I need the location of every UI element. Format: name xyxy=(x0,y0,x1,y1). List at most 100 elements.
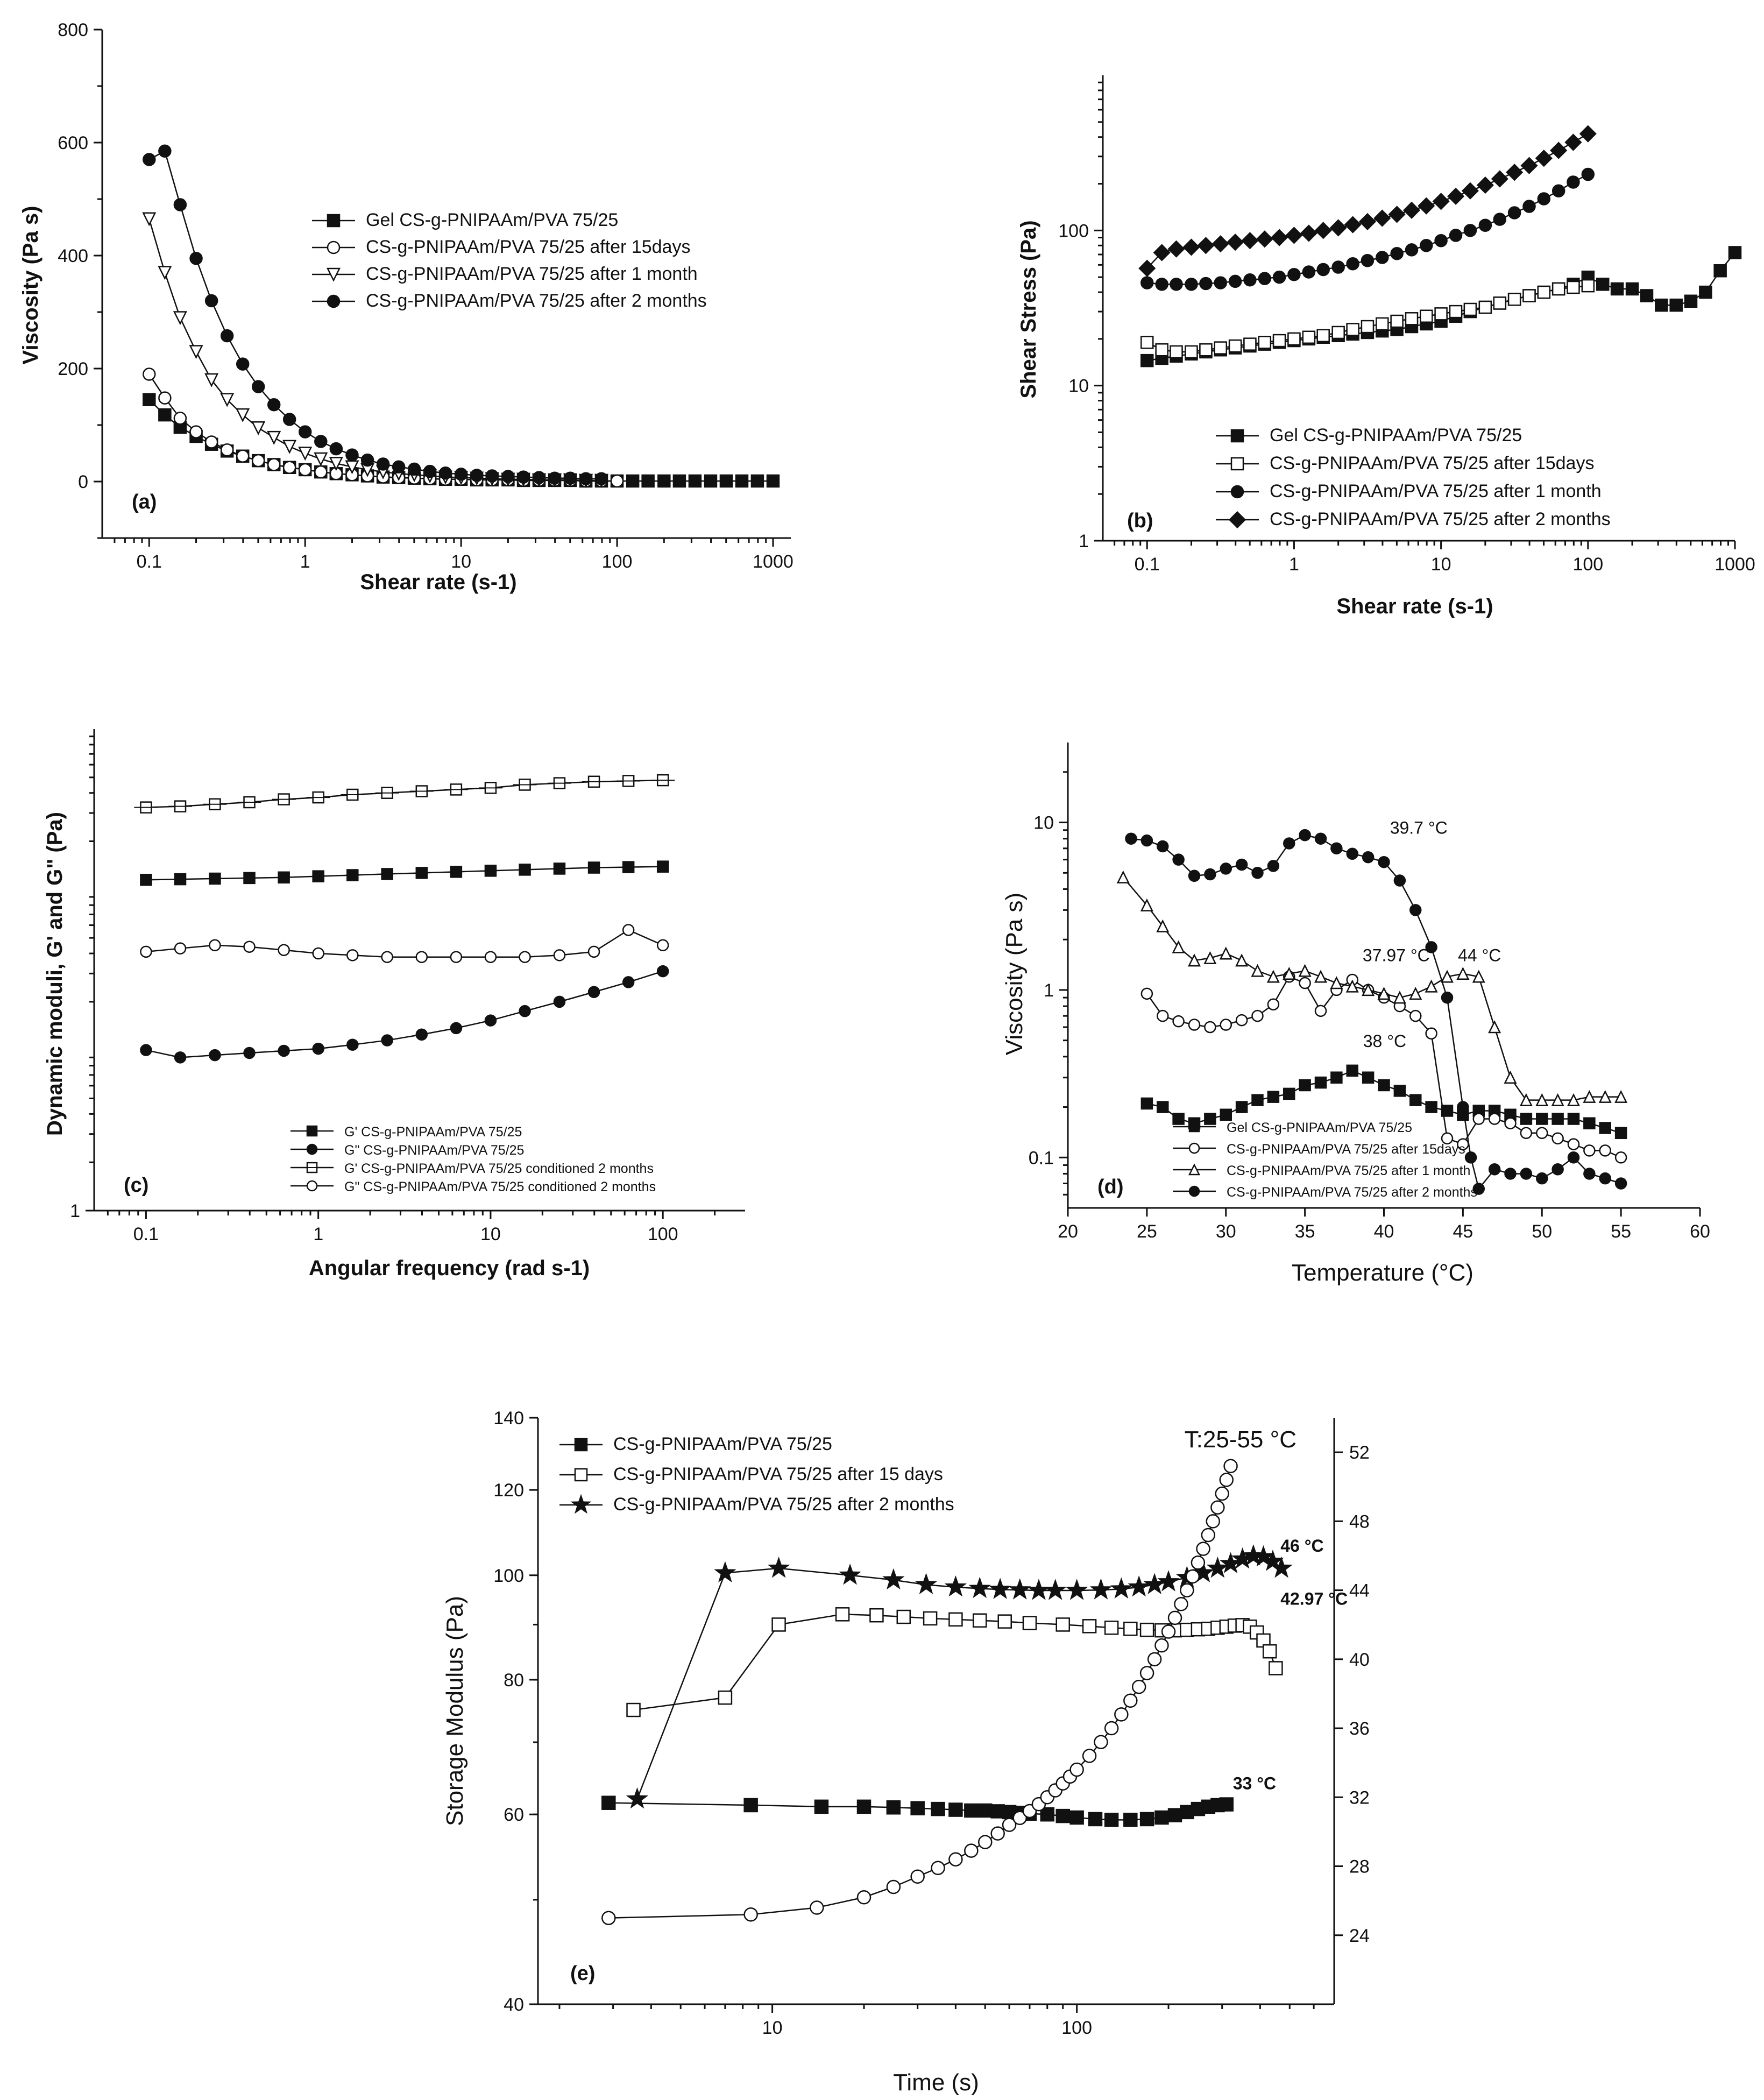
y2-tick-label: 32 xyxy=(1349,1787,1370,1808)
data-point xyxy=(1302,265,1316,279)
data-point xyxy=(587,986,600,999)
data-point xyxy=(381,868,393,880)
data-point xyxy=(601,1911,616,1925)
chart-b: 0.1 1 10 100 1000 1 10 100 Shear rate (s-1) Shear… xyxy=(1017,75,1755,618)
x-tick-label: 10 xyxy=(762,2018,783,2038)
x-tick-label: 35 xyxy=(1295,1221,1315,1242)
data-point xyxy=(1625,282,1639,296)
data-point xyxy=(1204,868,1216,881)
legend-marker xyxy=(326,267,341,282)
series-line xyxy=(146,779,663,808)
data-point xyxy=(1314,832,1327,845)
x-tick-label: 1 xyxy=(300,551,310,572)
data-point xyxy=(1537,192,1551,206)
data-point xyxy=(1104,1620,1119,1635)
data-point xyxy=(1258,336,1272,349)
y2-tick-label: 40 xyxy=(1349,1650,1370,1670)
data-point xyxy=(1167,1808,1182,1822)
data-point xyxy=(1564,133,1582,151)
legend-marker xyxy=(306,1143,318,1155)
data-point xyxy=(1172,1015,1185,1028)
chart-e: 10 100 40 60 80 100 120 140 24 28 32 36 40 44 48 52 Time… xyxy=(442,1408,1370,2096)
data-point xyxy=(1599,1122,1611,1134)
x-tick-label: 45 xyxy=(1453,1221,1473,1242)
data-point xyxy=(450,866,463,878)
x-tick-label: 60 xyxy=(1690,1221,1710,1242)
legend-label: G" CS-g-PNIPAAm/PVA 75/25 conditioned 2 … xyxy=(344,1179,656,1194)
data-point xyxy=(1362,1071,1375,1084)
data-point xyxy=(1299,829,1311,842)
data-point xyxy=(1377,987,1391,1000)
data-point xyxy=(314,435,328,448)
x-tick-label: 10 xyxy=(1431,554,1451,575)
data-point xyxy=(314,452,328,466)
data-point xyxy=(1201,1528,1216,1543)
data-point xyxy=(1140,898,1153,911)
data-point xyxy=(236,449,250,463)
data-point xyxy=(977,1835,993,1849)
data-point xyxy=(1405,312,1419,326)
data-point xyxy=(1298,964,1312,977)
series-line xyxy=(1146,285,1588,353)
y-tick-label: 100 xyxy=(1058,221,1089,241)
data-point xyxy=(1441,991,1454,1004)
data-point xyxy=(1235,858,1248,871)
data-point xyxy=(204,435,218,449)
data-point xyxy=(1520,1113,1533,1125)
data-point xyxy=(1174,1596,1188,1611)
data-point xyxy=(1344,216,1362,234)
data-point xyxy=(282,413,296,426)
data-point xyxy=(835,1607,850,1622)
data-point xyxy=(1287,332,1301,346)
data-point xyxy=(610,474,624,488)
y2-tick-label: 44 xyxy=(1349,1581,1370,1601)
data-point xyxy=(1551,1093,1564,1106)
data-point xyxy=(1272,334,1286,348)
data-point xyxy=(298,425,312,439)
x-tick-label: 50 xyxy=(1532,1221,1552,1242)
data-point xyxy=(312,1042,324,1055)
data-point xyxy=(1330,842,1343,855)
legend-marker xyxy=(574,1438,588,1452)
data-point xyxy=(622,861,635,873)
x-tick-label: 55 xyxy=(1611,1221,1631,1242)
series-4 xyxy=(1125,829,1627,1195)
data-point xyxy=(626,474,640,488)
legend-label: CS-g-PNIPAAm/PVA 75/25 after 2 months xyxy=(1270,509,1611,529)
data-point xyxy=(1089,1578,1113,1600)
legend-label: G' CS-g-PNIPAAm/PVA 75/25 conditioned 2 … xyxy=(344,1161,654,1176)
data-point xyxy=(1270,1556,1293,1578)
data-point xyxy=(1227,234,1244,251)
data-point xyxy=(1242,1544,1265,1566)
data-point xyxy=(1219,1552,1242,1573)
data-point xyxy=(718,1690,733,1705)
data-point xyxy=(1504,1168,1517,1180)
data-point xyxy=(1147,1652,1162,1667)
data-point xyxy=(1535,1093,1549,1106)
data-point xyxy=(1228,274,1242,288)
x-tick-label: 0.1 xyxy=(133,1224,159,1245)
data-point xyxy=(1155,278,1168,291)
data-point xyxy=(312,947,324,960)
data-point xyxy=(1536,1172,1548,1185)
data-point xyxy=(173,412,187,425)
data-point xyxy=(1409,987,1422,1000)
data-point xyxy=(766,474,780,488)
data-point xyxy=(626,1702,641,1717)
data-point xyxy=(856,1890,872,1905)
data-point xyxy=(204,294,218,308)
data-point xyxy=(1252,1545,1275,1567)
data-point xyxy=(1346,257,1359,271)
data-point xyxy=(360,453,374,467)
data-point xyxy=(174,942,187,954)
data-point xyxy=(1699,285,1712,299)
data-point xyxy=(1167,1610,1182,1625)
data-point xyxy=(944,1575,967,1597)
data-point xyxy=(423,464,437,478)
data-point xyxy=(1267,998,1280,1010)
legend-label: CS-g-PNIPAAm/PVA 75/25 after 15days xyxy=(1270,453,1594,473)
data-point xyxy=(1116,870,1130,883)
data-point xyxy=(1610,282,1624,296)
data-point xyxy=(1456,966,1470,980)
data-point xyxy=(381,1034,393,1047)
